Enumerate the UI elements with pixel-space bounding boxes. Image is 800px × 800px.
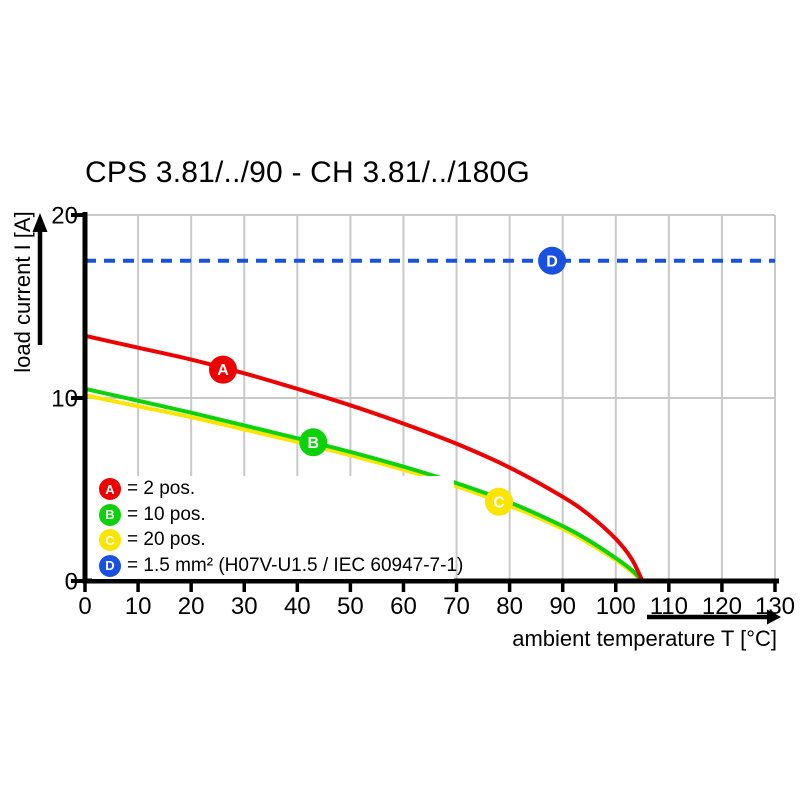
grid-layer: [85, 214, 776, 581]
legend-marker-d-icon: D: [99, 554, 121, 577]
y-tick-label: 0: [65, 569, 78, 596]
x-axis-label: ambient temperature T [°C]: [512, 626, 777, 651]
curve-marker-layer: A B C D: [209, 246, 567, 516]
legend-item-wire: D = 1.5 mm² (H07V-U1.5 / IEC 60947-7-1): [92, 554, 463, 578]
curve-marker-letter: D: [546, 253, 558, 270]
legend-item-label: = 10 pos.: [127, 503, 206, 525]
curve-marker-letter: B: [307, 435, 319, 452]
legend-item-label: = 20 pos.: [127, 529, 206, 551]
legend-item-label: = 2 pos.: [127, 478, 196, 499]
x-axis-arrow-icon: [647, 609, 781, 625]
x-tick-label: 100: [596, 593, 636, 620]
legend-item-2pos: A = 2 pos.: [92, 477, 454, 501]
curve-marker-letter: C: [493, 494, 505, 511]
x-tick-label: 20: [178, 593, 205, 620]
y-tick-label: 20: [51, 203, 78, 230]
legend-item-10pos: B = 10 pos.: [92, 503, 454, 527]
legend-item-20pos: C = 20 pos.: [92, 528, 454, 552]
x-tick-label: 10: [125, 593, 152, 620]
curve-marker-letter: A: [217, 362, 229, 379]
y-tick-label: 10: [51, 386, 78, 413]
curve-a: [83, 333, 645, 583]
axis-layer: [71, 212, 779, 592]
x-tick-label: 90: [549, 593, 576, 620]
curve-marker-a: [209, 355, 237, 384]
x-tick-label: 60: [390, 593, 417, 620]
legend: A = 2 pos. B = 10 pos. C = 20 pos. D = 1…: [92, 476, 463, 579]
legend-marker-a-icon: A: [99, 478, 121, 500]
x-tick-label: 80: [496, 593, 523, 620]
legend-item-label: = 1.5 mm² (H07V-U1.5 / IEC 60947-7-1): [127, 554, 464, 576]
page-title: CPS 3.81/../90 - CH 3.81/../180G: [85, 156, 530, 189]
x-tick-label: 70: [443, 593, 470, 620]
curve-marker-c: [485, 487, 513, 516]
x-tick-label: 30: [231, 593, 258, 620]
x-tick-label: 40: [284, 593, 311, 620]
x-tick-label: 50: [337, 593, 364, 620]
y-axis-label: load current I [A]: [10, 211, 35, 373]
curve-marker-d: [538, 246, 567, 275]
x-tick-label: 0: [78, 593, 91, 620]
legend-marker-b-icon: B: [99, 503, 121, 526]
y-axis-arrow-icon: [32, 213, 48, 345]
curve-marker-b: [299, 428, 328, 457]
curve-b: [83, 386, 645, 583]
legend-marker-c-icon: C: [99, 529, 121, 552]
